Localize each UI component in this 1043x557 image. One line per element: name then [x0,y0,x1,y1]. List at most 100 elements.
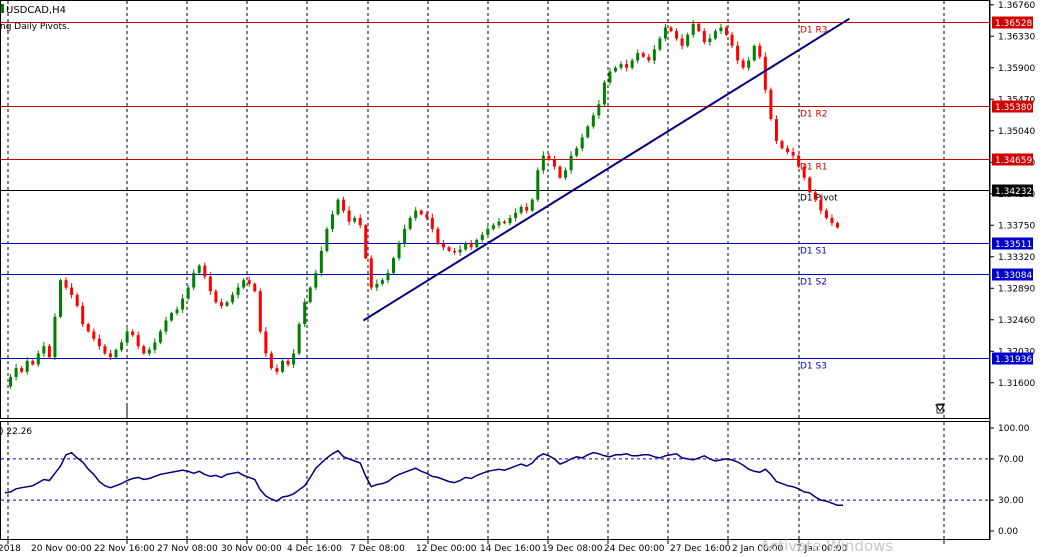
candle-bull [25,360,29,372]
candle-bear [675,31,679,39]
candle-bear [208,276,212,292]
candle-bear [441,243,445,248]
candle-bull [303,302,307,325]
candle-bear [647,56,651,61]
candle-bull [181,298,185,310]
candle-bear [558,166,562,178]
candle-bull [708,38,712,43]
candle-bull [514,212,518,218]
candle-bull [164,320,168,332]
time-tick-label: 14 Dec 16:00 [480,544,541,554]
time-axis: 2018 20 Nov 00:00 22 Nov 16:00 27 Nov 08:00… [0,540,945,554]
oscillator-line [4,449,843,507]
osc-tick-label: 70.00 [998,455,1024,465]
candle-bull [480,234,484,240]
candle-bull [458,249,462,253]
price-tick-label: 1.35900 [998,64,1035,74]
price-tick-label: 1.32030 [998,347,1035,357]
candle-bear [342,199,346,211]
chart-shift-marker[interactable] [935,403,945,414]
candle-bear [830,217,834,224]
candle-bull [602,82,606,105]
candle-bull [663,27,667,39]
candle-bull [508,217,512,224]
candle-bear [253,283,257,292]
candle-bull [619,64,623,68]
pivot-label: D1 R2 [800,110,828,120]
price-tick-label: 1.36330 [998,32,1035,42]
candle-bear [70,287,74,295]
pivot-price-tag-text: 1.31936 [995,355,1032,365]
watermark-text: Activate Windows [760,537,893,555]
price-tick-label: 1.33320 [998,253,1035,263]
price-tick-label: 1.32460 [998,316,1035,326]
candle-bear [425,214,429,218]
candle-bull [491,225,495,229]
candle-bull [530,199,534,211]
pivot-label: D1 R3 [800,26,828,36]
candle-bear [824,210,828,218]
candle-bull [608,71,612,83]
indicator-label: ng Daily Pivots. [0,22,70,32]
candle-bear [836,223,839,228]
time-tick-label: 27 Dec 16:00 [670,544,731,554]
candle-bull [408,217,412,229]
candle-bear [669,27,673,32]
candle-bull [497,221,501,226]
candle-bull [186,287,190,299]
candle-bear [136,335,140,347]
candle-bear [92,331,96,339]
candle-bear [203,265,207,277]
pivot-price-tag [992,16,1033,29]
candle-bear [702,31,706,43]
trendline-segment[interactable] [362,17,850,322]
trendline[interactable] [362,17,850,322]
candle-bear [75,294,79,306]
candle-bear [219,302,223,306]
price-tick-label: 1.31600 [998,379,1035,389]
pivot-price-tag-text: 1.33511 [995,240,1032,250]
candle-bull [519,206,523,213]
candle-bull [658,38,662,50]
candle-bull [292,353,296,365]
candle-bear [730,34,734,46]
time-tick-label: 2018 [0,544,21,554]
candle-bull [325,228,329,251]
candle-bull [170,313,173,321]
candle-bear [802,166,806,178]
candle-bear [142,346,146,354]
candle-bull [42,346,46,354]
candle-bull [536,170,540,200]
candle-bull [231,294,235,303]
candle-bear [453,250,457,253]
candle-bear [552,159,556,167]
candle-bear [725,27,728,35]
time-tick-label: 20 Nov 00:00 [31,544,92,554]
candlestick-series [9,20,839,389]
candle-bear [680,38,684,46]
candle-bull [475,239,479,248]
candle-bull [580,137,584,149]
candle-bear [286,360,290,365]
pivot-label: D1 S2 [800,278,827,288]
candle-bear [447,247,451,251]
time-tick-label: 7 Jan 00:00 [796,544,848,554]
pivot-price-tag [992,268,1033,281]
candle-bear [469,243,473,248]
candle-bull [225,302,229,306]
candle-bull [713,31,717,39]
candle-bull [175,309,179,314]
candle-bear [547,155,551,160]
candle-bear [736,45,740,61]
candle-bull [586,126,590,138]
candle-bear [86,324,90,332]
candle-bull [752,45,756,61]
candle-bull [541,155,545,171]
candle-bear [108,353,112,358]
pivot-label: D1 R1 [800,163,828,173]
osc-tick-label: 100.00 [998,424,1030,434]
candle-bear [436,228,440,244]
candle-bull [153,342,157,350]
symbol-label: USDCAD,H4 [6,5,66,16]
